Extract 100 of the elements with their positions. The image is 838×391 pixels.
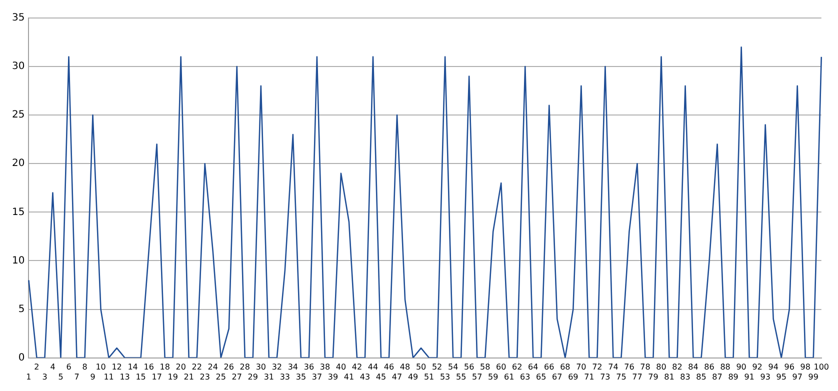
x-tick-label: 28 <box>240 362 250 372</box>
x-tick-label: 60 <box>496 362 506 372</box>
y-tick-label: 25 <box>12 110 25 121</box>
x-tick-label: 64 <box>528 362 538 372</box>
x-tick-label: 61 <box>504 372 514 382</box>
x-tick-label: 71 <box>584 372 594 382</box>
x-tick-label: 87 <box>712 372 722 382</box>
x-tick-label: 90 <box>736 362 746 372</box>
x-tick-label: 27 <box>232 372 242 382</box>
x-tick-label: 81 <box>664 372 674 382</box>
x-tick-label: 2 <box>34 362 40 372</box>
x-tick-label: 72 <box>592 362 602 372</box>
x-tick-label: 86 <box>704 362 714 372</box>
x-tick-label: 4 <box>50 362 56 372</box>
y-tick-label: 35 <box>12 12 25 24</box>
x-tick-label: 67 <box>552 372 562 382</box>
x-tick-label: 98 <box>800 362 810 372</box>
x-tick-label: 100 <box>814 362 830 372</box>
x-tick-label: 53 <box>440 372 450 382</box>
x-tick-label: 95 <box>776 372 786 382</box>
x-tick-label: 66 <box>544 362 554 372</box>
x-tick-label: 8 <box>82 362 88 372</box>
x-tick-label: 15 <box>136 372 146 382</box>
x-tick-label: 3 <box>42 372 48 382</box>
x-tick-label: 35 <box>296 372 306 382</box>
x-tick-label: 85 <box>696 372 706 382</box>
x-tick-label: 82 <box>672 362 682 372</box>
x-tick-label: 77 <box>632 372 642 382</box>
x-tick-label: 14 <box>128 362 138 372</box>
x-tick-label: 93 <box>760 372 770 382</box>
x-tick-label: 31 <box>264 372 274 382</box>
x-tick-label: 12 <box>112 362 122 372</box>
x-tick-label: 39 <box>328 372 338 382</box>
x-tick-label: 83 <box>680 372 690 382</box>
x-tick-label: 97 <box>792 372 802 382</box>
x-tick-label: 59 <box>488 372 498 382</box>
x-tick-label: 6 <box>66 362 72 372</box>
x-tick-label: 76 <box>624 362 634 372</box>
x-tick-label: 68 <box>560 362 570 372</box>
x-tick-label: 69 <box>568 372 578 382</box>
x-tick-label: 34 <box>288 362 298 372</box>
y-tick-label: 30 <box>12 61 25 72</box>
x-tick-label: 57 <box>472 372 482 382</box>
x-tick-label: 17 <box>152 372 162 382</box>
x-tick-label: 91 <box>744 372 754 382</box>
x-tick-label: 22 <box>192 362 202 372</box>
x-tick-label: 1 <box>26 372 32 382</box>
x-tick-label: 16 <box>144 362 154 372</box>
x-tick-label: 56 <box>464 362 474 372</box>
x-tick-label: 37 <box>312 372 322 382</box>
x-tick-label: 41 <box>344 372 354 382</box>
x-tick-label: 19 <box>168 372 178 382</box>
x-tick-label: 89 <box>728 372 738 382</box>
x-tick-label: 52 <box>432 362 442 372</box>
x-tick-label: 30 <box>256 362 266 372</box>
x-tick-label: 32 <box>272 362 282 372</box>
x-tick-label: 80 <box>656 362 666 372</box>
x-tick-label: 20 <box>176 362 186 372</box>
x-tick-label: 11 <box>104 372 114 382</box>
x-tick-label: 73 <box>600 372 610 382</box>
x-tick-label: 43 <box>360 372 370 382</box>
x-tick-label: 47 <box>392 372 402 382</box>
x-tick-label: 40 <box>336 362 346 372</box>
x-tick-label: 18 <box>160 362 170 372</box>
x-tick-label: 79 <box>648 372 658 382</box>
x-tick-label: 55 <box>456 372 466 382</box>
x-tick-label: 88 <box>720 362 730 372</box>
x-tick-label: 10 <box>96 362 106 372</box>
x-tick-label: 84 <box>688 362 698 372</box>
x-tick-label: 9 <box>90 372 96 382</box>
x-tick-label: 51 <box>424 372 434 382</box>
y-tick-label: 10 <box>12 255 25 266</box>
x-tick-label: 44 <box>368 362 378 372</box>
x-tick-label: 94 <box>768 362 778 372</box>
x-tick-label: 62 <box>512 362 522 372</box>
x-tick-label: 38 <box>320 362 330 372</box>
x-tick-label: 99 <box>808 372 818 382</box>
x-tick-label: 96 <box>784 362 794 372</box>
x-tick-label: 25 <box>216 372 226 382</box>
y-tick-label: 0 <box>18 352 25 364</box>
y-tick-label: 20 <box>12 158 25 170</box>
x-tick-label: 26 <box>224 362 234 372</box>
y-tick-label: 5 <box>18 304 25 315</box>
x-tick-label: 54 <box>448 362 458 372</box>
x-tick-label: 13 <box>120 372 130 382</box>
x-tick-label: 21 <box>184 372 194 382</box>
x-tick-label: 92 <box>752 362 762 372</box>
x-tick-label: 75 <box>616 372 626 382</box>
x-tick-label: 36 <box>304 362 314 372</box>
x-tick-label: 74 <box>608 362 618 372</box>
x-tick-label: 29 <box>248 372 258 382</box>
x-tick-label: 48 <box>400 362 410 372</box>
y-tick-label: 15 <box>12 206 25 218</box>
x-tick-label: 45 <box>376 372 386 382</box>
x-tick-label: 23 <box>200 372 210 382</box>
x-tick-label: 49 <box>408 372 418 382</box>
x-tick-label: 78 <box>640 362 650 372</box>
x-tick-label: 5 <box>58 372 64 382</box>
x-tick-label: 7 <box>74 372 80 382</box>
x-tick-label: 58 <box>480 362 490 372</box>
